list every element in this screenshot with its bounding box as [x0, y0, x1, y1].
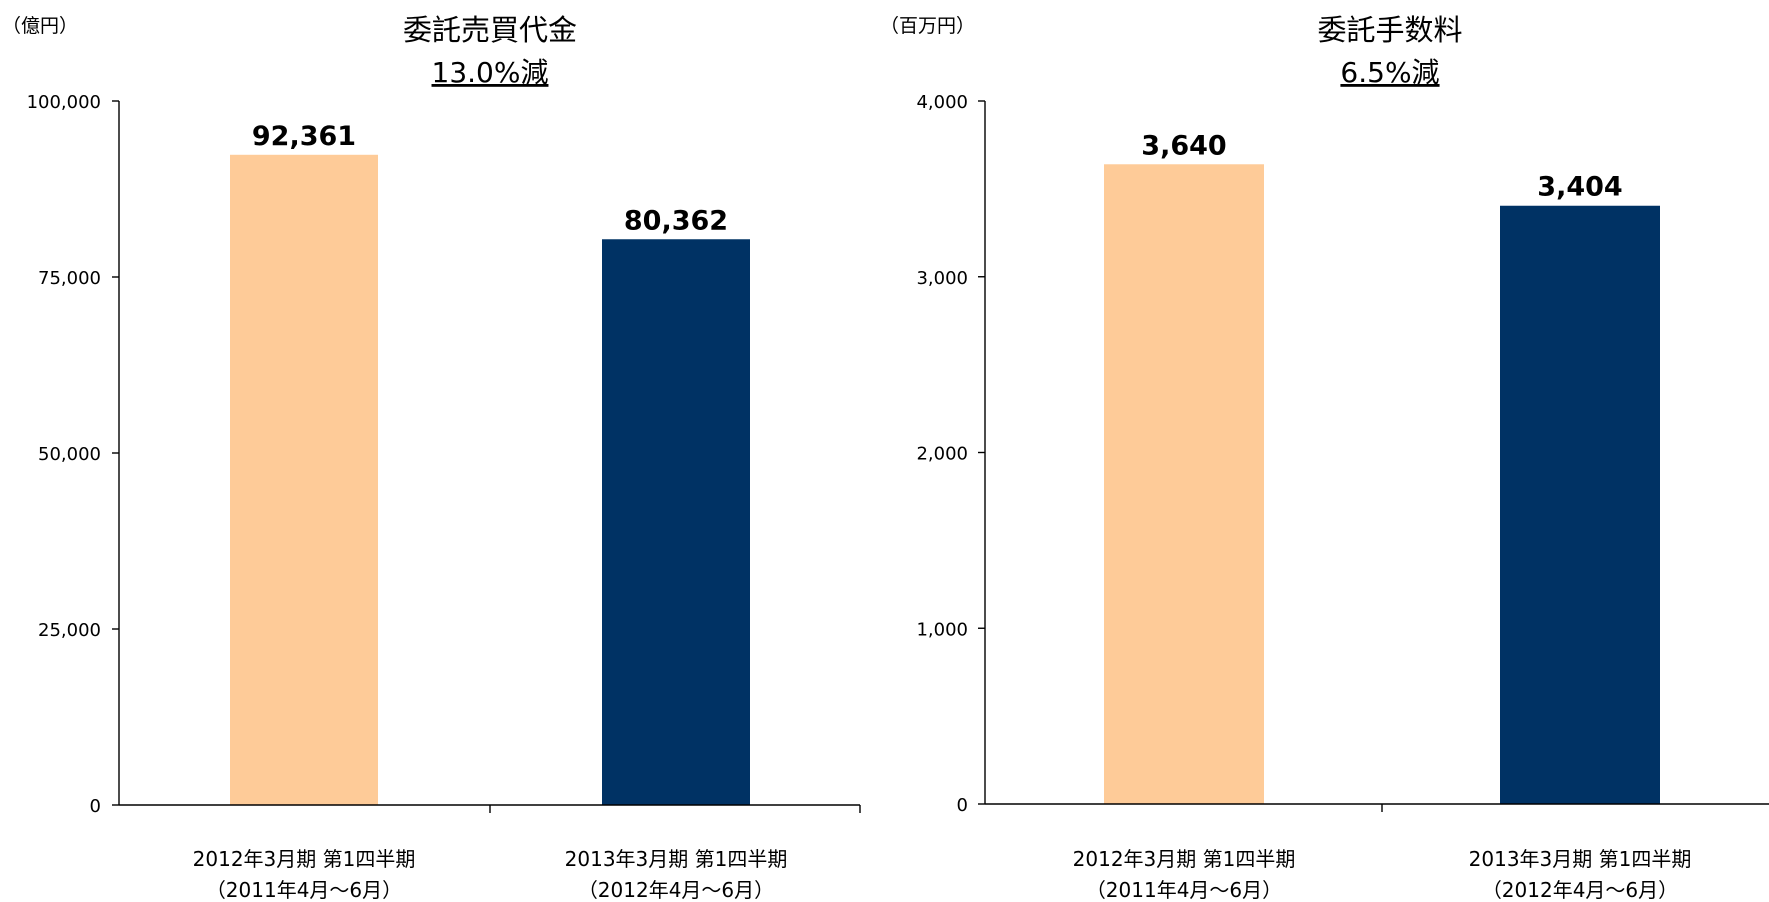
y-tick-label: 2,000 [916, 444, 968, 465]
y-tick-label: 3,000 [916, 268, 968, 289]
unit-label: （億円） [2, 15, 78, 37]
chart-title: 委託売買代金 [403, 13, 577, 47]
bar [230, 154, 378, 805]
data-label: 80,362 [624, 205, 728, 236]
data-label: 3,404 [1537, 172, 1622, 203]
trading-value-chart: 委託売買代金 13.0%減 （億円） 92,361 80,362 0 25,000 50… [2, 13, 861, 902]
category-label: （2012年4月～6月） [578, 878, 774, 902]
chart-title: 委託手数料 [1317, 13, 1462, 47]
y-tick-label: 50,000 [38, 444, 101, 465]
bar [1500, 205, 1660, 804]
y-tick-label: 4,000 [916, 92, 968, 113]
category-label: 2012年3月期 第1四半期 [1073, 847, 1296, 871]
category-label: （2011年4月～6月） [1086, 878, 1282, 902]
chart-subtitle: 6.5%減 [1340, 56, 1439, 89]
y-tick-label: 0 [90, 796, 101, 817]
category-label: （2011年4月～6月） [206, 878, 402, 902]
y-tick-label: 1,000 [916, 619, 968, 640]
commission-chart: 委託手数料 6.5%減 （百万円） 3,6403,40401,0002,0003… [880, 13, 1769, 902]
y-tick-label: 0 [957, 795, 968, 816]
data-label: 92,361 [252, 121, 356, 152]
y-tick-label: 25,000 [38, 620, 101, 641]
category-label: （2012年4月～6月） [1482, 878, 1678, 902]
y-tick-label: 100,000 [27, 92, 101, 113]
plot-area: 3,640 3,404 0 1,000 2,000 3,000 4,000 2012年3月期 … [916, 92, 1769, 902]
category-label: 2012年3月期 第1四半期 [193, 847, 416, 871]
unit-label: （百万円） [880, 15, 975, 37]
chart-subtitle: 13.0%減 [432, 56, 549, 89]
bar [602, 239, 750, 805]
category-label: 2013年3月期 第1四半期 [565, 847, 788, 871]
y-tick-label: 75,000 [38, 268, 101, 289]
data-label: 3,640 [1141, 130, 1226, 161]
category-label: 2013年3月期 第1四半期 [1469, 847, 1692, 871]
plot-area: 92,361 80,362 0 25,000 50,000 75,000 100,000 20… [27, 92, 861, 902]
bar [1104, 164, 1264, 804]
